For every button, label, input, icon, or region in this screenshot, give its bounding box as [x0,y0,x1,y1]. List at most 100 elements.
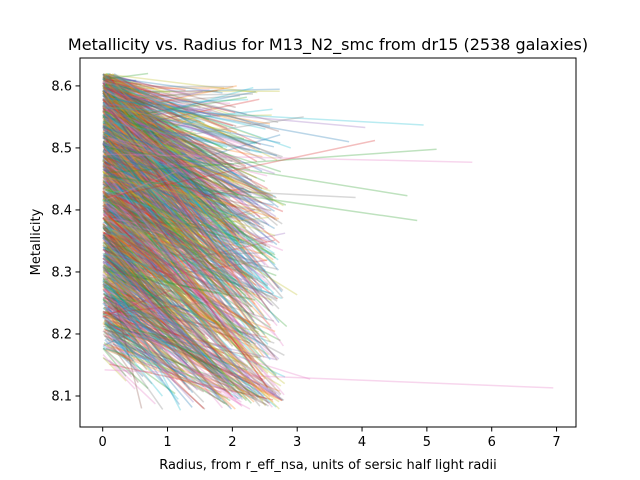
galaxy-line [102,289,173,318]
galaxy-line [102,107,128,137]
galaxy-line [107,210,139,242]
galaxy-line [108,146,166,215]
galaxy-line [110,91,155,117]
galaxy-line [105,110,256,145]
galaxy-line [102,185,157,205]
galaxy-line [102,85,134,125]
galaxy-line [102,208,243,274]
galaxy-line [109,221,149,260]
galaxy-line [109,268,190,316]
galaxy-line [105,98,239,197]
galaxy-line [103,152,168,201]
galaxy-line [108,140,168,192]
galaxy-line [102,141,144,170]
galaxy-line [102,168,226,287]
galaxy-line [110,131,274,197]
galaxy-line [106,149,186,221]
galaxy-line [103,217,203,319]
galaxy-line [108,244,133,263]
galaxy-line [108,112,137,146]
galaxy-line [113,300,162,349]
galaxy-line [102,256,130,272]
galaxy-line [102,98,227,266]
galaxy-line [106,237,147,264]
galaxy-line [115,91,221,118]
galaxy-line [108,160,140,174]
galaxy-line [103,264,131,290]
galaxy-line [105,115,224,256]
galaxy-line [103,192,243,281]
galaxy-line [113,137,139,143]
galaxy-line [111,86,140,123]
galaxy-line [106,122,165,196]
galaxy-line [105,88,179,127]
galaxy-line [106,246,286,385]
galaxy-line [109,238,163,305]
galaxy-line [104,101,154,131]
galaxy-line [102,205,157,269]
galaxy-line [109,160,226,207]
galaxy-line [104,281,156,313]
galaxy-line [103,143,171,239]
galaxy-line [114,93,218,191]
galaxy-line [105,245,166,263]
galaxy-line [104,306,129,337]
galaxy-line [107,94,202,190]
galaxy-line [114,128,244,221]
galaxy-line [106,261,140,273]
galaxy-line [107,309,237,401]
galaxy-line [105,85,237,115]
galaxy-line [102,207,269,374]
galaxy-line [104,207,137,235]
galaxy-line [106,145,135,175]
galaxy-line [105,119,173,143]
galaxy-line [105,145,132,181]
galaxy-line [103,357,132,375]
galaxy-line [107,114,272,118]
galaxy-line [103,306,148,323]
galaxy-line [104,121,211,188]
galaxy-line [107,159,244,274]
galaxy-line [104,194,131,211]
galaxy-line [102,73,127,88]
galaxy-line [102,285,275,344]
galaxy-line [103,173,134,199]
galaxy-line [108,170,280,220]
galaxy-line [102,237,239,400]
galaxy-line [107,246,158,314]
galaxy-line [102,178,130,184]
galaxy-line [103,292,130,319]
galaxy-line [104,242,130,253]
galaxy-line [108,270,135,293]
galaxy-line [111,168,215,262]
galaxy-line [107,72,132,84]
series-lines [102,72,554,411]
galaxy-line [103,194,170,228]
galaxy-line [111,109,143,126]
galaxy-line [103,204,130,238]
galaxy-line [109,108,275,148]
galaxy-line [102,239,233,310]
galaxy-line [104,132,129,152]
galaxy-line [105,174,130,204]
galaxy-line [103,211,236,284]
galaxy-line [108,120,180,152]
galaxy-line [110,117,145,155]
galaxy-line [103,90,256,123]
galaxy-line [111,121,262,154]
galaxy-line [105,185,133,201]
galaxy-line [108,218,252,360]
galaxy-line [102,171,220,251]
galaxy-line [102,262,182,361]
galaxy-line [107,79,134,105]
galaxy-line [103,187,209,269]
galaxy-line [105,221,255,262]
galaxy-line [116,252,142,284]
galaxy-line [111,100,284,299]
galaxy-line [102,191,127,222]
galaxy-line [103,134,141,149]
galaxy-line [107,189,136,203]
galaxy-line [105,80,129,93]
galaxy-line [109,190,133,212]
galaxy-line [106,148,131,168]
